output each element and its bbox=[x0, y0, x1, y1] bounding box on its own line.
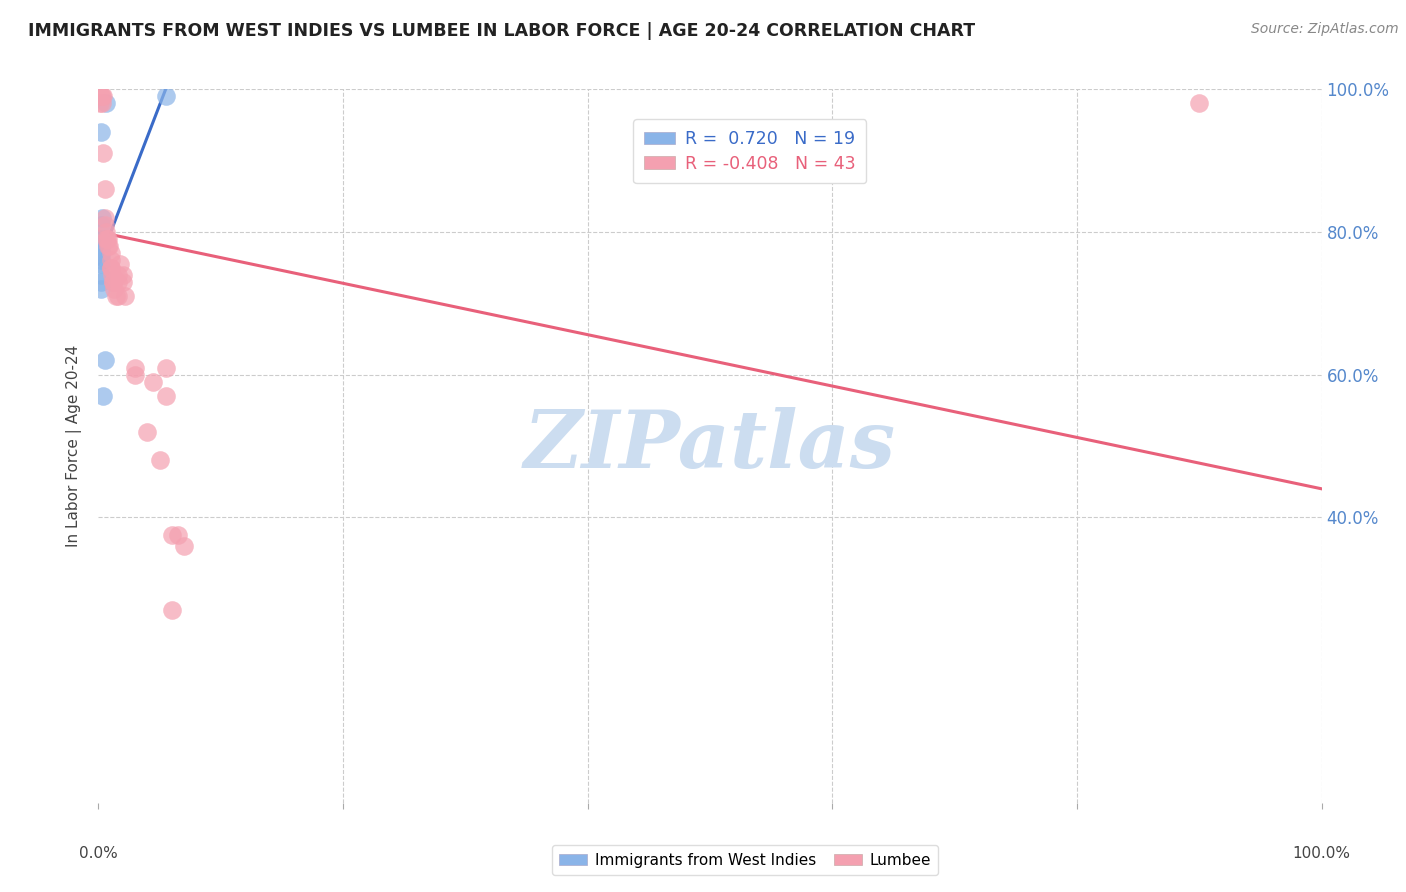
Legend: Immigrants from West Indies, Lumbee: Immigrants from West Indies, Lumbee bbox=[553, 845, 938, 875]
Point bbox=[89, 96, 111, 111]
Point bbox=[111, 268, 134, 282]
Point bbox=[107, 289, 129, 303]
Point bbox=[93, 182, 115, 196]
Point bbox=[91, 232, 114, 246]
Point bbox=[167, 528, 190, 542]
Point bbox=[91, 211, 114, 225]
Legend: R =  0.720   N = 19, R = -0.408   N = 43: R = 0.720 N = 19, R = -0.408 N = 43 bbox=[633, 120, 866, 183]
Point bbox=[93, 211, 115, 225]
Point bbox=[103, 282, 125, 296]
Text: ZIPatlas: ZIPatlas bbox=[524, 408, 896, 484]
Y-axis label: In Labor Force | Age 20-24: In Labor Force | Age 20-24 bbox=[66, 345, 83, 547]
Point bbox=[90, 282, 112, 296]
Point bbox=[100, 260, 122, 275]
Point bbox=[136, 425, 159, 439]
Point bbox=[90, 268, 112, 282]
Point bbox=[90, 275, 112, 289]
Point bbox=[100, 246, 122, 260]
Point bbox=[90, 232, 112, 246]
Point bbox=[90, 246, 112, 260]
Point bbox=[93, 218, 115, 232]
Point bbox=[96, 232, 118, 246]
Point bbox=[97, 239, 120, 253]
Point bbox=[90, 89, 112, 103]
Point bbox=[91, 89, 114, 103]
Point bbox=[124, 368, 146, 382]
Point bbox=[173, 539, 195, 553]
Point bbox=[101, 268, 124, 282]
Point bbox=[155, 360, 177, 375]
Point bbox=[110, 257, 132, 271]
Point bbox=[107, 275, 129, 289]
Point bbox=[90, 253, 112, 268]
Point bbox=[90, 218, 112, 232]
Point bbox=[1188, 96, 1211, 111]
Point bbox=[93, 353, 115, 368]
Point bbox=[124, 360, 146, 375]
Point bbox=[101, 275, 124, 289]
Text: 100.0%: 100.0% bbox=[1292, 846, 1351, 861]
Point bbox=[155, 89, 177, 103]
Point bbox=[107, 268, 129, 282]
Point bbox=[91, 96, 114, 111]
Point bbox=[94, 96, 117, 111]
Text: 0.0%: 0.0% bbox=[79, 846, 118, 861]
Point bbox=[94, 225, 117, 239]
Point bbox=[149, 453, 172, 467]
Text: Source: ZipAtlas.com: Source: ZipAtlas.com bbox=[1251, 22, 1399, 37]
Point bbox=[90, 243, 112, 257]
Point bbox=[100, 253, 122, 268]
Point bbox=[160, 603, 183, 617]
Point bbox=[97, 232, 120, 246]
Point bbox=[90, 257, 112, 271]
Point bbox=[160, 528, 183, 542]
Point bbox=[104, 289, 127, 303]
Point bbox=[90, 246, 112, 260]
Point bbox=[155, 389, 177, 403]
Point bbox=[90, 250, 112, 264]
Point bbox=[90, 239, 112, 253]
Point bbox=[101, 275, 124, 289]
Point bbox=[98, 239, 121, 253]
Point bbox=[142, 375, 165, 389]
Point bbox=[91, 89, 114, 103]
Point bbox=[91, 389, 114, 403]
Point bbox=[100, 260, 122, 275]
Point bbox=[111, 275, 134, 289]
Point bbox=[94, 232, 117, 246]
Point bbox=[90, 125, 112, 139]
Point bbox=[91, 146, 114, 161]
Text: IMMIGRANTS FROM WEST INDIES VS LUMBEE IN LABOR FORCE | AGE 20-24 CORRELATION CHA: IMMIGRANTS FROM WEST INDIES VS LUMBEE IN… bbox=[28, 22, 976, 40]
Point bbox=[114, 289, 136, 303]
